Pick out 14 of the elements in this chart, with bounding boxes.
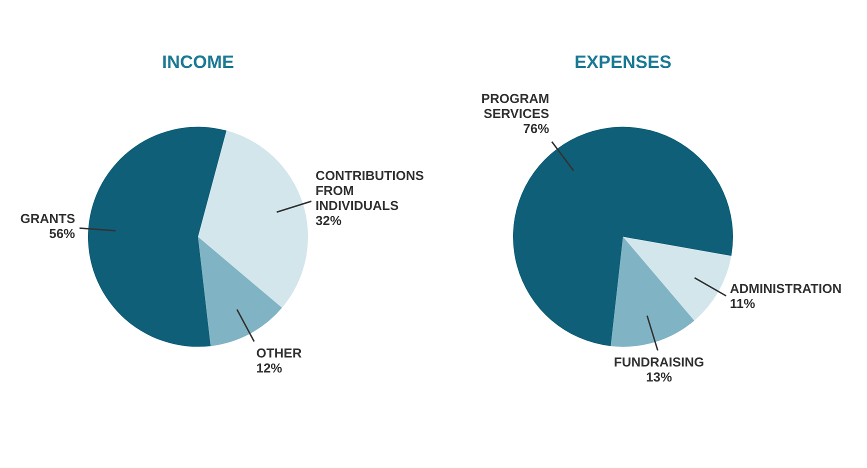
data-label: 12%	[256, 360, 283, 376]
data-label: 56%	[49, 226, 76, 241]
data-label: 13%	[646, 370, 672, 385]
slice-label: GRANTS	[20, 210, 76, 226]
slice-label: CONTRIBUTIONS FROM INDIVIDUALS	[316, 168, 424, 214]
slice-label: OTHER	[256, 345, 302, 360]
data-label: 32%	[316, 213, 342, 228]
chart-title: EXPENSES	[574, 52, 672, 72]
data-label: 76%	[523, 121, 550, 136]
data-label: 11%	[730, 296, 756, 312]
slice-label: ADMINISTRATION	[730, 281, 842, 296]
chart-title: INCOME	[162, 52, 234, 72]
slice-label: FUNDRAISING	[614, 354, 704, 370]
slice-label: PROGRAM SERVICES	[481, 91, 550, 122]
